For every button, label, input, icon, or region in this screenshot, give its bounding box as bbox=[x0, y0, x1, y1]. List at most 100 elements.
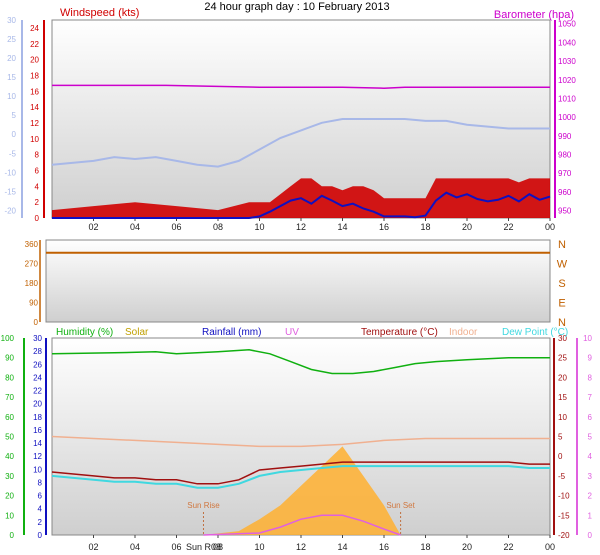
x-tick-label: 04 bbox=[130, 222, 140, 232]
y-tick-label: 4 bbox=[588, 452, 593, 461]
y-tick-label: 30 bbox=[7, 16, 16, 25]
x-tick-label: 22 bbox=[503, 222, 513, 232]
y-tick-label: 980 bbox=[558, 150, 572, 159]
y-tick-label: 10 bbox=[558, 413, 567, 422]
y-tick-label: 5 bbox=[558, 433, 563, 442]
y-tick-label: -20 bbox=[4, 206, 16, 215]
y-tick-label: 10 bbox=[5, 511, 14, 520]
y-tick-label: 1000 bbox=[558, 113, 576, 122]
y-tick-label: 15 bbox=[558, 393, 567, 402]
y-tick-label: 4 bbox=[35, 182, 40, 191]
y-tick-label: 30 bbox=[5, 472, 14, 481]
compass-tick-label: N bbox=[558, 239, 566, 251]
y-tick-label: 12 bbox=[30, 119, 39, 128]
x-tick-label: 18 bbox=[420, 222, 430, 232]
series-humidity-line bbox=[51, 349, 550, 375]
y-tick-label: 2 bbox=[38, 518, 43, 527]
y-tick-label: 10 bbox=[33, 465, 42, 474]
y-tick-label: -10 bbox=[4, 168, 16, 177]
x-tick-label: 08 bbox=[213, 222, 223, 232]
y-tick-label: 10 bbox=[7, 92, 16, 101]
y-tick-label: 80 bbox=[5, 373, 14, 382]
y-tick-label: 14 bbox=[30, 103, 39, 112]
y-tick-label: 8 bbox=[588, 373, 593, 382]
y-tick-label: 360 bbox=[25, 240, 39, 249]
y-tick-label: 12 bbox=[33, 452, 42, 461]
y-tick-label: 1020 bbox=[558, 76, 576, 85]
series-uv-line bbox=[203, 514, 401, 536]
legend-entry: UV bbox=[285, 327, 299, 338]
series-solar-area bbox=[203, 446, 401, 535]
chart-title: 24 hour graph day : 10 February 2013 bbox=[204, 1, 389, 13]
y-tick-label: 20 bbox=[30, 56, 39, 65]
y-tick-label: -5 bbox=[558, 472, 566, 481]
compass-tick-label: E bbox=[558, 298, 565, 310]
y-tick-label: 28 bbox=[33, 347, 42, 356]
y-tick-label: 180 bbox=[25, 279, 39, 288]
y-tick-label: 6 bbox=[38, 492, 43, 501]
y-tick-label: 0 bbox=[588, 531, 593, 540]
y-tick-label: 20 bbox=[558, 373, 567, 382]
legend-entry: Humidity (%) bbox=[56, 327, 113, 338]
y-tick-label: 3 bbox=[588, 472, 593, 481]
y-tick-label: -5 bbox=[9, 149, 17, 158]
y-tick-label: 25 bbox=[558, 354, 567, 363]
y-tick-label: 1050 bbox=[558, 20, 576, 29]
y-tick-label: 18 bbox=[30, 71, 39, 80]
legend-entry: Solar bbox=[125, 327, 149, 338]
x-tick-label: 06 bbox=[171, 542, 181, 552]
y-tick-label: 7 bbox=[588, 393, 593, 402]
y-tick-label: 90 bbox=[5, 354, 14, 363]
windspeed-axis-label: Windspeed (kts) bbox=[60, 7, 139, 19]
y-tick-label: 0 bbox=[38, 531, 43, 540]
y-tick-label: 2 bbox=[588, 492, 593, 501]
y-tick-label: 40 bbox=[5, 452, 14, 461]
y-tick-label: 6 bbox=[588, 413, 593, 422]
series-average-wind-line bbox=[52, 191, 551, 219]
y-tick-label: 14 bbox=[33, 439, 42, 448]
y-tick-label: -15 bbox=[558, 511, 570, 520]
y-tick-label: 960 bbox=[558, 188, 572, 197]
x-tick-label: 08 bbox=[213, 542, 223, 552]
y-tick-label: 18 bbox=[33, 413, 42, 422]
y-tick-label: 2 bbox=[35, 198, 40, 207]
y-tick-label: 24 bbox=[30, 24, 39, 33]
y-tick-label: 50 bbox=[5, 433, 14, 442]
y-tick-label: 5 bbox=[588, 433, 593, 442]
legend-entry: Rainfall (mm) bbox=[202, 327, 261, 338]
x-tick-label: 18 bbox=[420, 542, 430, 552]
legend-entry: Indoor bbox=[449, 327, 478, 338]
y-tick-label: 970 bbox=[558, 169, 572, 178]
series-barometer-line bbox=[52, 84, 550, 89]
sunrise-label: Sun Rise bbox=[187, 501, 220, 510]
y-tick-label: 20 bbox=[7, 54, 16, 63]
series-indoor-line bbox=[51, 435, 550, 448]
x-tick-label: 20 bbox=[462, 542, 472, 552]
series-secondary-line bbox=[51, 118, 550, 168]
thermo-plot-area bbox=[51, 337, 551, 536]
y-tick-label: 1040 bbox=[558, 38, 576, 47]
x-tick-label: 14 bbox=[337, 542, 347, 552]
y-tick-label: 5 bbox=[12, 111, 17, 120]
y-tick-label: 6 bbox=[35, 166, 40, 175]
y-tick-label: 22 bbox=[30, 40, 39, 49]
y-tick-label: 16 bbox=[33, 426, 42, 435]
y-tick-label: 270 bbox=[25, 260, 39, 269]
x-tick-label: 12 bbox=[296, 542, 306, 552]
x-tick-label: 00 bbox=[545, 222, 555, 232]
x-tick-label: 16 bbox=[379, 542, 389, 552]
series-dew-point-line bbox=[51, 465, 550, 489]
y-tick-label: 26 bbox=[33, 360, 42, 369]
x-tick-label: 22 bbox=[503, 542, 513, 552]
x-tick-label: 06 bbox=[171, 222, 181, 232]
y-tick-label: 10 bbox=[30, 135, 39, 144]
y-tick-label: 25 bbox=[7, 35, 16, 44]
y-tick-label: 15 bbox=[7, 73, 16, 82]
x-tick-label: 04 bbox=[130, 542, 140, 552]
y-tick-label: 990 bbox=[558, 132, 572, 141]
series-temperature-line bbox=[51, 461, 550, 485]
y-tick-label: 22 bbox=[33, 387, 42, 396]
compass-tick-label: N bbox=[558, 317, 566, 329]
sunset-label: Sun Set bbox=[386, 501, 415, 510]
